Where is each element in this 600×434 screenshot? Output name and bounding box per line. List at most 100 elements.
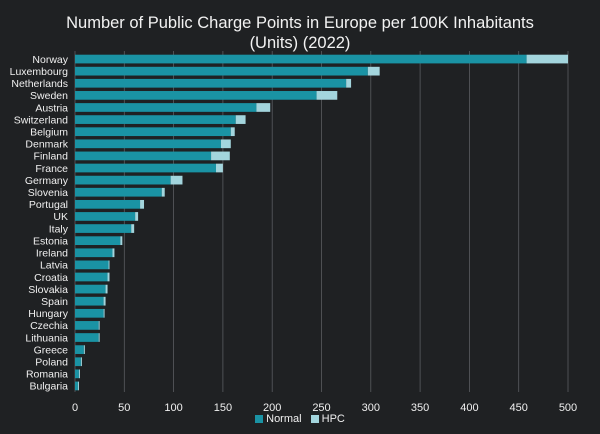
category-label: Hungary — [28, 308, 68, 320]
bar-normal-luxembourg — [75, 66, 368, 76]
x-tick-label: 150 — [214, 402, 232, 414]
bar-hpc-luxembourg — [367, 66, 380, 76]
x-tick-label: 200 — [263, 402, 281, 414]
category-label: Poland — [35, 357, 68, 369]
bar-hpc-bulgaria — [77, 381, 79, 391]
bar-normal-croatia — [75, 272, 108, 282]
bar-hpc-switzerland — [235, 115, 246, 124]
category-label: Romania — [26, 369, 68, 381]
bar-normal-germany — [75, 175, 171, 185]
bar-hpc-poland — [80, 357, 82, 367]
bar-normal-estonia — [75, 236, 121, 246]
bar-hpc-slovenia — [161, 187, 165, 197]
bar-normal-finland — [75, 151, 212, 161]
category-label: Estonia — [33, 235, 68, 247]
x-tick-label: 450 — [510, 402, 528, 414]
bar-normal-ireland — [75, 248, 113, 258]
bar-normal-sweden — [75, 91, 317, 100]
legend-label-normal: Normal — [266, 413, 302, 425]
bar-normal-austria — [75, 103, 257, 112]
bar-hpc-france — [215, 163, 223, 173]
bar-hpc-italy — [131, 224, 135, 233]
bar-hpc-finland — [211, 151, 230, 161]
category-label: Austria — [35, 102, 68, 114]
bar-hpc-germany — [170, 175, 183, 185]
category-label: UK — [53, 211, 68, 223]
legend-swatch-normal — [255, 415, 264, 423]
category-label: Slovenia — [28, 187, 68, 199]
bar-normal-uk — [75, 212, 136, 221]
category-label: Spain — [41, 296, 68, 308]
bar-normal-romania — [75, 369, 79, 379]
category-label: Denmark — [25, 139, 68, 151]
bar-hpc-hungary — [103, 308, 105, 318]
x-tick-label: 50 — [118, 402, 130, 414]
x-tick-label: 250 — [312, 402, 330, 414]
bar-normal-france — [75, 163, 216, 173]
bar-normal-slovenia — [75, 187, 162, 197]
bar-normal-bulgaria — [75, 381, 78, 391]
category-label: Norway — [32, 54, 68, 66]
category-label: Bulgaria — [29, 381, 68, 393]
category-label: Czechia — [30, 320, 68, 332]
category-label: Switzerland — [14, 114, 68, 126]
bar-hpc-ireland — [112, 248, 115, 258]
bar-normal-italy — [75, 224, 132, 233]
x-tick-label: 400 — [460, 402, 478, 414]
bar-normal-greece — [75, 345, 84, 354]
bar-hpc-greece — [83, 345, 85, 354]
bar-normal-switzerland — [75, 115, 236, 124]
bar-normal-denmark — [75, 139, 221, 149]
bar-hpc-uk — [135, 212, 139, 221]
bar-hpc-slovakia — [105, 284, 108, 294]
category-label: Luxembourg — [10, 66, 69, 78]
bar-hpc-estonia — [120, 236, 123, 246]
bar-hpc-sweden — [316, 91, 338, 100]
x-tick-label: 100 — [164, 402, 182, 414]
category-label: Ireland — [36, 248, 68, 260]
category-label: Portugal — [29, 199, 68, 211]
bar-hpc-denmark — [220, 139, 231, 149]
category-label: Croatia — [34, 272, 68, 284]
chart-title-line-1: Number of Public Charge Points in Europe… — [66, 14, 534, 32]
bar-hpc-portugal — [140, 199, 145, 209]
category-label: Greece — [34, 344, 69, 356]
bar-hpc-netherlands — [346, 78, 352, 88]
category-label: France — [35, 163, 68, 175]
bar-normal-norway — [75, 54, 527, 64]
bar-normal-czechia — [75, 321, 99, 330]
x-tick-label: 0 — [72, 402, 78, 414]
category-label: Germany — [25, 175, 69, 187]
bar-normal-hungary — [75, 308, 104, 318]
legend-item-hpc: HPC — [310, 413, 345, 425]
category-label: Slovakia — [28, 284, 68, 296]
bar-hpc-romania — [78, 369, 80, 379]
x-tick-label: 300 — [362, 402, 380, 414]
bar-hpc-czechia — [98, 321, 100, 330]
chart-title: Number of Public Charge Points in Europe… — [0, 13, 600, 53]
bar-normal-latvia — [75, 260, 109, 270]
category-label: Finland — [34, 151, 69, 163]
bar-hpc-croatia — [107, 272, 110, 282]
category-label: Belgium — [30, 126, 68, 138]
bar-normal-spain — [75, 296, 104, 306]
bar-normal-lithuania — [75, 333, 99, 342]
bar-normal-netherlands — [75, 78, 347, 88]
category-label: Italy — [49, 223, 69, 235]
category-label: Lithuania — [25, 332, 68, 344]
x-tick-label: 500 — [559, 402, 577, 414]
category-label: Sweden — [30, 90, 68, 102]
category-label: Netherlands — [11, 78, 68, 90]
bar-hpc-belgium — [230, 127, 235, 137]
bar-normal-slovakia — [75, 284, 106, 294]
bar-hpc-norway — [526, 54, 568, 64]
bar-normal-poland — [75, 357, 81, 367]
category-label: Latvia — [40, 260, 68, 272]
bar-normal-belgium — [75, 127, 231, 137]
bar-hpc-latvia — [108, 260, 110, 270]
x-tick-label: 350 — [411, 402, 429, 414]
legend-item-normal: Normal — [255, 413, 302, 425]
bar-hpc-austria — [256, 103, 271, 112]
